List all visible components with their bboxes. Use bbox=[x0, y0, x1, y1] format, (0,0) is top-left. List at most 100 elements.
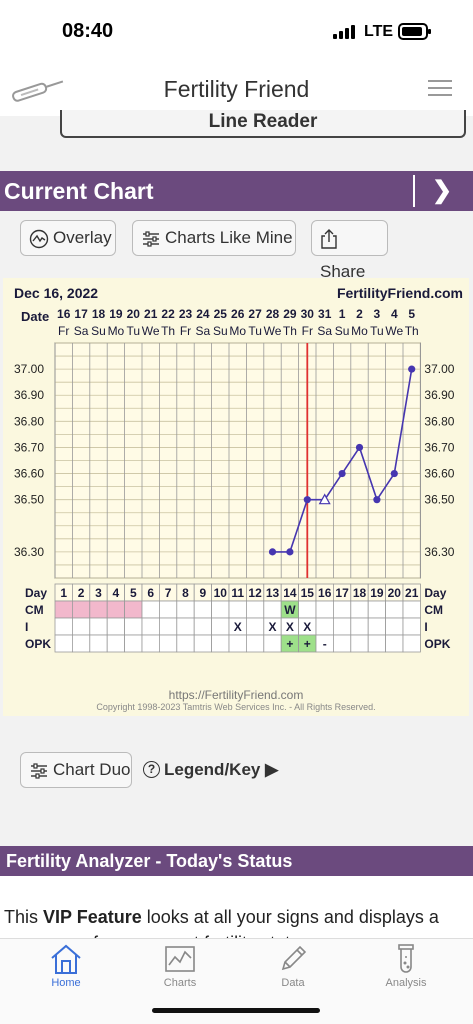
weekday-tick-label: Sa bbox=[74, 324, 89, 338]
tab-charts-label: Charts bbox=[163, 977, 197, 989]
temperature-point bbox=[408, 365, 416, 373]
charts-like-mine-button[interactable]: Charts Like Mine bbox=[132, 220, 296, 256]
date-tick-label: 5 bbox=[408, 307, 415, 321]
date-tick-label: 27 bbox=[248, 307, 262, 321]
table-cell bbox=[54, 600, 73, 619]
day-number: 17 bbox=[335, 586, 349, 600]
day-number: 2 bbox=[78, 586, 85, 600]
y-tick-label-left: 36.50 bbox=[14, 493, 44, 507]
tab-charts[interactable]: Charts bbox=[135, 943, 225, 989]
date-tick-label: 20 bbox=[127, 307, 141, 321]
table-cell bbox=[106, 600, 125, 619]
table-cell bbox=[228, 600, 247, 619]
weekday-tick-label: Su bbox=[335, 324, 350, 338]
date-tick-label: 28 bbox=[266, 307, 280, 321]
weekday-tick-label: We bbox=[264, 324, 282, 338]
table-cell bbox=[106, 634, 125, 653]
day-number: 3 bbox=[95, 586, 102, 600]
chevron-right-icon[interactable]: ❯ bbox=[432, 177, 453, 204]
weekday-tick-label: Su bbox=[213, 324, 228, 338]
day-number: 11 bbox=[231, 586, 244, 600]
table-cell bbox=[72, 634, 91, 653]
table-cell bbox=[228, 634, 247, 653]
table-cell bbox=[72, 600, 91, 619]
table-mark: X bbox=[286, 620, 294, 634]
pencil-icon bbox=[281, 945, 307, 971]
weekday-tick-label: Tu bbox=[248, 324, 262, 338]
weekday-tick-label: Th bbox=[161, 324, 175, 338]
day-number: 7 bbox=[165, 586, 172, 600]
share-button[interactable]: Share bbox=[311, 220, 388, 281]
date-tick-label: 24 bbox=[196, 307, 210, 321]
table-cell bbox=[211, 634, 230, 653]
tab-analysis[interactable]: Analysis bbox=[361, 943, 451, 989]
weekday-tick-label: Fr bbox=[302, 324, 313, 338]
y-tick-label-right: 37.00 bbox=[424, 362, 454, 376]
network-label: LTE bbox=[364, 23, 394, 40]
fertility-analyzer-body: This VIP Feature looks at all your signs… bbox=[0, 876, 473, 953]
thermometer-icon bbox=[12, 80, 64, 102]
overlay-icon bbox=[29, 229, 49, 248]
tab-home[interactable]: Home bbox=[21, 943, 111, 989]
y-tick-label-right: 36.80 bbox=[424, 414, 454, 428]
y-tick-label-right: 36.30 bbox=[424, 545, 454, 559]
share-label: Share bbox=[320, 262, 366, 281]
table-cell bbox=[89, 617, 108, 636]
table-cell bbox=[350, 617, 369, 636]
date-row-label: Date bbox=[21, 309, 50, 324]
y-tick-label-left: 37.00 bbox=[14, 362, 44, 376]
battery-icon bbox=[398, 23, 431, 40]
table-cell bbox=[367, 634, 387, 653]
table-cell bbox=[54, 617, 73, 636]
row-label-right: I bbox=[424, 620, 427, 634]
date-tick-label: 21 bbox=[144, 307, 158, 321]
table-mark: X bbox=[268, 620, 276, 634]
y-tick-label-left: 36.30 bbox=[14, 545, 44, 559]
app-header: Fertility Friend bbox=[0, 62, 473, 116]
y-tick-label-left: 36.90 bbox=[14, 388, 44, 402]
table-cell bbox=[193, 600, 212, 619]
overlay-button[interactable]: Overlay bbox=[20, 220, 116, 256]
tab-analysis-label: Analysis bbox=[385, 977, 427, 989]
table-mark: X bbox=[303, 620, 311, 634]
tab-data-label: Data bbox=[281, 977, 305, 989]
tab-home-label: Home bbox=[51, 977, 81, 989]
charts-icon bbox=[165, 946, 195, 972]
menu-icon[interactable] bbox=[428, 80, 452, 101]
day-number: 21 bbox=[405, 586, 419, 600]
table-cell bbox=[367, 617, 387, 636]
table-cell bbox=[385, 617, 404, 636]
weekday-tick-label: Th bbox=[405, 324, 419, 338]
y-tick-label-left: 36.70 bbox=[14, 440, 44, 454]
bottom-tab-bar: Home Charts Data Analysis bbox=[0, 938, 473, 1024]
sliders-icon bbox=[31, 762, 47, 779]
legend-key-label: Legend/Key ▶ bbox=[164, 760, 279, 779]
date-tick-label: 3 bbox=[374, 307, 381, 321]
chart-footer-url: https://FertilityFriend.com bbox=[168, 688, 304, 702]
app-title: Fertility Friend bbox=[163, 76, 310, 102]
table-cell bbox=[385, 600, 404, 619]
date-tick-label: 18 bbox=[92, 307, 106, 321]
weekday-tick-label: Sa bbox=[317, 324, 332, 338]
table-cell bbox=[89, 600, 108, 619]
weekday-tick-label: Mo bbox=[351, 324, 368, 338]
temperature-point bbox=[373, 496, 381, 504]
share-icon bbox=[321, 228, 337, 249]
table-cell bbox=[72, 617, 91, 636]
weekday-tick-label: Sa bbox=[196, 324, 211, 338]
status-bar: 08:40 LTE bbox=[0, 0, 473, 62]
row-label-right: CM bbox=[424, 603, 443, 617]
table-cell bbox=[298, 600, 317, 619]
table-cell bbox=[245, 634, 265, 653]
table-cell bbox=[402, 600, 421, 619]
legend-key-link[interactable]: ? Legend/Key ▶ bbox=[143, 760, 278, 780]
tab-data[interactable]: Data bbox=[248, 943, 338, 989]
sliders-icon bbox=[143, 230, 159, 247]
date-tick-label: 2 bbox=[356, 307, 363, 321]
line-reader-button[interactable]: Line Reader bbox=[60, 110, 466, 138]
current-chart-title: Current Chart bbox=[4, 178, 154, 204]
chart-duo-button[interactable]: Chart Duo bbox=[20, 752, 132, 788]
table-cell bbox=[332, 634, 352, 653]
table-cell bbox=[124, 634, 143, 653]
date-tick-label: 29 bbox=[283, 307, 297, 321]
